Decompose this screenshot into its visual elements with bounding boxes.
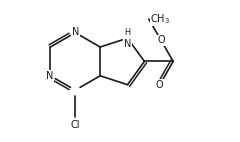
Text: O: O <box>157 35 165 45</box>
Text: O: O <box>156 80 163 90</box>
Text: Cl: Cl <box>71 120 80 130</box>
Text: N: N <box>72 27 79 37</box>
Text: N: N <box>124 39 131 49</box>
Text: H: H <box>125 28 131 37</box>
Text: N: N <box>46 71 53 81</box>
Text: CH$_3$: CH$_3$ <box>150 12 170 26</box>
